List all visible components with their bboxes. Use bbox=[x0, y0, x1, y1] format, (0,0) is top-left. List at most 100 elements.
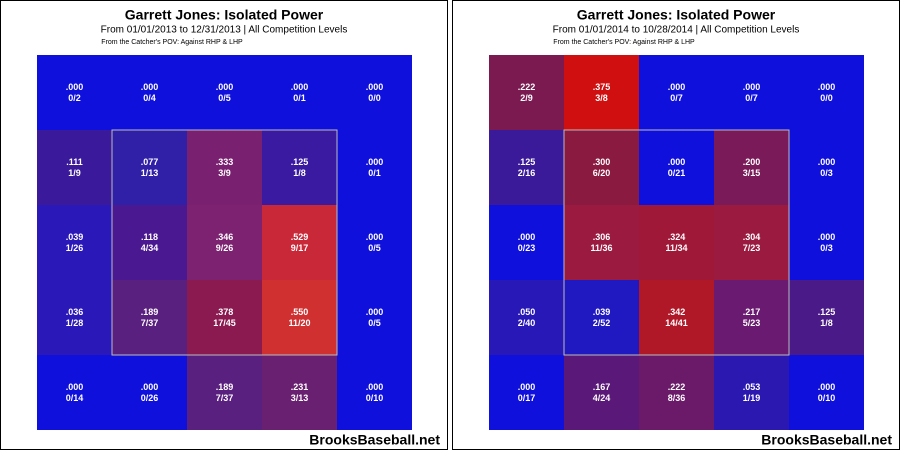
cell-value: .167 bbox=[593, 382, 611, 392]
zone-cell bbox=[789, 205, 864, 280]
cell-ratio: 3/9 bbox=[218, 168, 231, 178]
cell-value: .306 bbox=[593, 232, 611, 242]
cell-ratio: 0/5 bbox=[368, 243, 381, 253]
cell-value: .000 bbox=[818, 82, 836, 92]
zone-cell bbox=[789, 130, 864, 205]
zone-cell bbox=[262, 55, 337, 130]
cell-ratio: 0/10 bbox=[818, 393, 836, 403]
cell-value: .342 bbox=[668, 307, 686, 317]
cell-value: .200 bbox=[743, 157, 761, 167]
cell-value: .000 bbox=[216, 82, 234, 92]
zone-cell bbox=[564, 130, 639, 205]
cell-ratio: 0/21 bbox=[668, 168, 686, 178]
cell-ratio: 0/3 bbox=[820, 168, 833, 178]
zone-cell bbox=[789, 280, 864, 355]
cell-ratio: 1/8 bbox=[293, 168, 306, 178]
cell-value: .300 bbox=[593, 157, 611, 167]
cell-ratio: 0/1 bbox=[293, 93, 306, 103]
cell-value: .125 bbox=[518, 157, 536, 167]
zone-cell bbox=[564, 205, 639, 280]
cell-value: .125 bbox=[291, 157, 309, 167]
cell-value: .000 bbox=[141, 82, 159, 92]
zone-cell bbox=[37, 280, 112, 355]
cell-ratio: 1/26 bbox=[66, 243, 84, 253]
cell-ratio: 0/0 bbox=[820, 93, 833, 103]
cell-value: .000 bbox=[818, 232, 836, 242]
cell-value: .125 bbox=[818, 307, 836, 317]
cell-value: .304 bbox=[743, 232, 761, 242]
cell-ratio: 0/14 bbox=[66, 393, 84, 403]
cell-value: .550 bbox=[291, 307, 309, 317]
cell-value: .036 bbox=[66, 307, 84, 317]
zone-cell bbox=[187, 55, 262, 130]
cell-ratio: 9/17 bbox=[291, 243, 309, 253]
zone-cell bbox=[337, 205, 412, 280]
cell-ratio: 8/36 bbox=[668, 393, 686, 403]
cell-value: .000 bbox=[668, 82, 686, 92]
panel-note: From the Catcher's POV: Against RHP & LH… bbox=[553, 39, 695, 46]
zone-cell bbox=[262, 130, 337, 205]
zone-cell bbox=[337, 355, 412, 430]
zone-cell bbox=[187, 205, 262, 280]
cell-value: .053 bbox=[743, 382, 761, 392]
cell-ratio: 4/34 bbox=[141, 243, 159, 253]
cell-value: .000 bbox=[66, 382, 84, 392]
cell-ratio: 2/52 bbox=[593, 318, 611, 328]
cell-ratio: 7/37 bbox=[216, 393, 234, 403]
cell-ratio: 4/24 bbox=[593, 393, 611, 403]
cell-ratio: 1/28 bbox=[66, 318, 84, 328]
zone-cell bbox=[112, 130, 187, 205]
cell-ratio: 0/1 bbox=[368, 168, 381, 178]
zone-cell bbox=[337, 280, 412, 355]
cell-value: .000 bbox=[366, 82, 384, 92]
zone-cell bbox=[639, 205, 714, 280]
source-label: BrooksBaseball.net bbox=[761, 432, 892, 448]
zone-cell bbox=[489, 55, 564, 130]
cell-value: .189 bbox=[141, 307, 159, 317]
cell-value: .000 bbox=[518, 232, 536, 242]
zone-cell bbox=[714, 280, 789, 355]
cell-ratio: 0/26 bbox=[141, 393, 159, 403]
cell-ratio: 11/34 bbox=[665, 243, 687, 253]
cell-value: .050 bbox=[518, 307, 536, 317]
cell-value: .217 bbox=[743, 307, 761, 317]
cell-ratio: 3/8 bbox=[595, 93, 608, 103]
cell-value: .039 bbox=[66, 232, 84, 242]
source-label: BrooksBaseball.net bbox=[309, 432, 440, 448]
cell-ratio: 6/20 bbox=[593, 168, 611, 178]
cell-ratio: 1/8 bbox=[820, 318, 833, 328]
zone-cell bbox=[337, 130, 412, 205]
strike-zone bbox=[563, 129, 790, 356]
cell-value: .111 bbox=[66, 157, 83, 167]
cell-value: .000 bbox=[366, 382, 384, 392]
cell-ratio: 0/0 bbox=[368, 93, 381, 103]
cell-ratio: 2/9 bbox=[520, 93, 533, 103]
cell-value: .000 bbox=[366, 157, 384, 167]
cell-ratio: 11/36 bbox=[590, 243, 612, 253]
cell-value: .000 bbox=[366, 232, 384, 242]
cell-value: .000 bbox=[141, 382, 159, 392]
zone-cell bbox=[187, 130, 262, 205]
zone-cell bbox=[187, 355, 262, 430]
cell-value: .118 bbox=[141, 232, 158, 242]
cell-value: .000 bbox=[66, 82, 84, 92]
strike-zone bbox=[111, 129, 338, 356]
zone-cell bbox=[714, 355, 789, 430]
zone-cell bbox=[639, 55, 714, 130]
cell-ratio: 9/26 bbox=[216, 243, 234, 253]
cell-value: .222 bbox=[668, 382, 686, 392]
cell-value: .000 bbox=[668, 157, 686, 167]
cell-value: .000 bbox=[518, 382, 536, 392]
cell-value: .333 bbox=[216, 157, 234, 167]
cell-value: .077 bbox=[141, 157, 159, 167]
cell-ratio: 0/5 bbox=[368, 318, 381, 328]
zone-cell bbox=[37, 55, 112, 130]
zone-cell bbox=[714, 130, 789, 205]
cell-ratio: 0/3 bbox=[820, 243, 833, 253]
cell-value: .000 bbox=[743, 82, 761, 92]
zone-cell bbox=[262, 205, 337, 280]
zone-cell bbox=[37, 130, 112, 205]
zone-cell bbox=[564, 355, 639, 430]
cell-value: .000 bbox=[818, 382, 836, 392]
cell-ratio: 0/5 bbox=[218, 93, 231, 103]
